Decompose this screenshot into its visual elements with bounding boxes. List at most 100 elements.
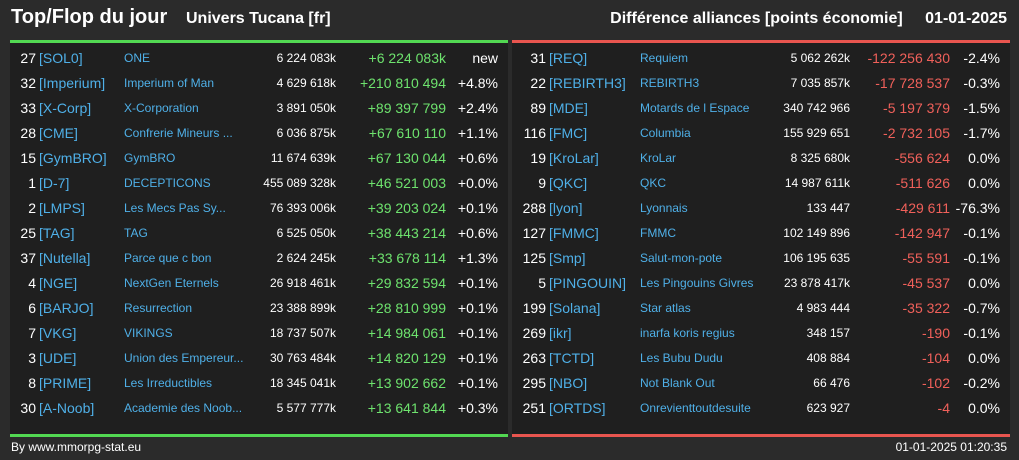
alliance-tag-link[interactable]: [NGE] [39,274,78,291]
alliance-tag-link[interactable]: [QKC] [549,174,588,191]
flop-panel: 31 [REQ] Requiem 5 062 262k -122 256 430 -2.4… [512,40,1010,437]
alliance-tag-link[interactable]: [ORTDS] [549,399,606,416]
alliance-name-link[interactable]: Les Mecs Pas Sy... [124,200,226,215]
alliance-name-link[interactable]: KroLar [640,150,677,165]
top-row: 7 [VKG] VIKINGS 18 737 507k +14 984 061 +0.1% [10,320,508,345]
alliance-tag-link[interactable]: [UDE] [39,349,77,366]
alliance-name-link[interactable]: Union des Empereur... [124,350,244,365]
rank-cell: 263 [522,349,546,366]
percent-cell: +0.1% [457,199,498,216]
percent-cell: 0.0% [968,174,1000,191]
alliance-name-link[interactable]: GymBRO [124,150,176,165]
rank-cell: 269 [522,324,546,341]
alliance-name-link[interactable]: inarfa koris regius [640,325,735,340]
alliance-name-link[interactable]: TAG [124,225,148,240]
top-row: 2 [LMPS] Les Mecs Pas Sy... 76 393 006k +39 … [10,195,508,220]
alliance-name-link[interactable]: REBIRTH3 [640,75,700,90]
top-row: 37 [Nutella] Parce que c bon 2 624 245k +33 … [10,245,508,270]
alliance-tag-link[interactable]: [PRIME] [39,374,92,391]
alliance-name-link[interactable]: VIKINGS [124,325,173,340]
rank-cell: 4 [28,274,36,291]
diff-cell: +67 610 110 [368,124,446,141]
alliance-tag-link[interactable]: [GymBRO] [39,149,107,166]
points-cell: 5 062 262k [790,50,850,65]
alliance-name-link[interactable]: Star atlas [640,300,691,315]
alliance-tag-link[interactable]: [D-7] [39,174,70,191]
rank-cell: 3 [28,349,36,366]
rank-cell: 7 [28,324,36,341]
alliance-tag-link[interactable]: [VKG] [39,324,77,341]
points-cell: 76 393 006k [269,200,336,215]
alliance-name-link[interactable]: Parce que c bon [124,250,212,265]
rank-cell: 1 [28,174,36,191]
percent-cell: +2.4% [457,99,498,116]
diff-cell: -122 256 430 [867,49,950,66]
alliance-tag-link[interactable]: [A-Noob] [39,399,95,416]
header-date: 01-01-2025 [925,10,1007,27]
alliance-name-link[interactable]: NextGen Eternels [124,275,219,290]
universe-label: Univers Tucana [fr] [186,10,331,27]
alliance-tag-link[interactable]: [REBIRTH3] [549,74,626,91]
alliance-name-link[interactable]: Onrevienttoutdesuite [640,400,751,415]
flop-row: 19 [KroLar] KroLar 8 325 680k -556 624 0.0% [512,145,1010,170]
diff-cell: -190 [921,324,950,341]
points-cell: 133 447 [806,200,850,215]
alliance-name-link[interactable]: FMMC [640,225,676,240]
alliance-name-link[interactable]: Resurrection [124,300,193,315]
alliance-tag-link[interactable]: [BARJO] [39,299,94,316]
alliance-tag-link[interactable]: [lyon] [549,199,583,216]
alliance-tag-link[interactable]: [FMMC] [549,224,599,241]
alliance-tag-link[interactable]: [X-Corp] [39,99,92,116]
top-row: 28 [CME] Confrerie Mineurs ... 6 036 875k +6… [10,120,508,145]
alliance-name-link[interactable]: QKC [640,175,667,190]
flop-row: 263 [TCTD] Les Bubu Dudu 408 884 -104 0.0% [512,345,1010,370]
alliance-name-link[interactable]: Requiem [640,50,689,65]
flop-row: 31 [REQ] Requiem 5 062 262k -122 256 430 -2.4… [512,45,1010,70]
alliance-name-link[interactable]: Imperium of Man [124,75,215,90]
rank-cell: 2 [28,199,36,216]
percent-cell: -1.5% [963,99,1000,116]
alliance-tag-link[interactable]: [TCTD] [549,349,595,366]
alliance-name-link[interactable]: X-Corporation [124,100,199,115]
alliance-name-link[interactable]: Les Bubu Dudu [640,350,723,365]
alliance-name-link[interactable]: Columbia [640,125,691,140]
alliance-name-link[interactable]: Les Pingouins Givres [640,275,754,290]
alliance-tag-link[interactable]: [SOL0] [39,49,83,66]
alliance-tag-link[interactable]: [Imperium] [39,74,106,91]
alliance-tag-link[interactable]: [KroLar] [549,149,599,166]
alliance-name-link[interactable]: ONE [124,50,151,65]
alliance-name-link[interactable]: Lyonnais [640,200,688,215]
alliance-tag-link[interactable]: [REQ] [549,49,588,66]
rank-cell: 15 [20,149,36,166]
alliance-tag-link[interactable]: [LMPS] [39,199,85,216]
flop-row: 22 [REBIRTH3] REBIRTH3 7 035 857k -17 728 53… [512,70,1010,95]
alliance-tag-link[interactable]: [Nutella] [39,249,91,266]
alliance-name-link[interactable]: Salut-mon-pote [640,250,723,265]
alliance-tag-link[interactable]: [Solana] [549,299,601,316]
footer-timestamp: 01-01-2025 01:20:35 [895,440,1007,454]
alliance-name-link[interactable]: Confrerie Mineurs ... [124,125,233,140]
top-panel: 27 [SOL0] ONE 6 224 083k +6 224 083k new 32 [Im… [10,40,508,437]
alliance-tag-link[interactable]: [ikr] [549,324,572,341]
alliance-name-link[interactable]: Les Irreductibles [124,375,213,390]
alliance-name-link[interactable]: Not Blank Out [640,375,715,390]
alliance-name-link[interactable]: DECEPTICONS [124,175,211,190]
alliance-tag-link[interactable]: [Smp] [549,249,586,266]
alliance-tag-link[interactable]: [CME] [39,124,78,141]
diff-cell: +210 810 494 [359,74,446,91]
flop-row: 251 [ORTDS] Onrevienttoutdesuite 623 927 -4 0… [512,395,1010,420]
alliance-name-link[interactable]: Motards de l Espace [640,100,750,115]
alliance-tag-link[interactable]: [FMC] [549,124,588,141]
alliance-tag-link[interactable]: [NBO] [549,374,588,391]
rank-cell: 19 [530,149,546,166]
diff-cell: -45 537 [902,274,950,291]
alliance-tag-link[interactable]: [MDE] [549,99,588,116]
rank-cell: 30 [20,399,36,416]
diff-cell: -511 626 [895,174,950,191]
diff-cell: -104 [921,349,950,366]
alliance-tag-link[interactable]: [PINGOUIN] [549,274,627,291]
alliance-name-link[interactable]: Academie des Noob... [124,400,243,415]
percent-cell: +0.1% [457,299,498,316]
alliance-tag-link[interactable]: [TAG] [39,224,75,241]
percent-cell: -0.2% [963,374,1000,391]
